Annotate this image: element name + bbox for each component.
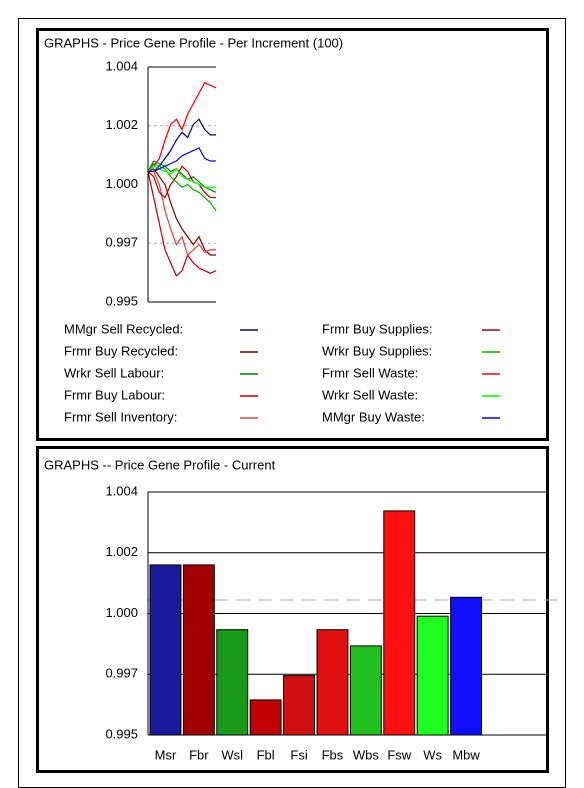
x-tick-label: Fsw: [387, 747, 411, 762]
x-tick-label: Wbs: [353, 747, 380, 762]
series-line: [147, 165, 216, 199]
legend-label: MMgr Sell Recycled:: [64, 321, 183, 336]
x-tick-label: Fbs: [322, 747, 344, 762]
y-tick-label: 0.995: [105, 726, 138, 741]
bar: [283, 675, 316, 736]
bar: [450, 596, 483, 736]
series-line: [147, 171, 217, 277]
legend-label: Frmr Sell Inventory:: [64, 409, 177, 424]
y-tick-label: 0.997: [105, 235, 138, 250]
panel: [36, 28, 549, 441]
series-line: [148, 147, 216, 173]
legend-label: Frmr Sell Waste:: [322, 365, 418, 380]
x-tick-label: Fbr: [189, 747, 209, 762]
legend-label: Frmr Buy Labour:: [64, 387, 165, 402]
x-tick-label: Ws: [423, 747, 442, 762]
bar: [316, 629, 349, 736]
x-tick-label: Mbw: [452, 747, 480, 762]
bar: [383, 510, 416, 736]
y-tick-label: 1.004: [105, 483, 138, 498]
legend-label: Frmr Buy Recycled:: [64, 343, 178, 358]
x-tick-label: Msr: [155, 747, 177, 762]
bar: [216, 629, 249, 736]
bar: [249, 699, 282, 736]
series-line: [147, 168, 216, 256]
bar: [149, 564, 182, 736]
y-tick-label: 1.004: [105, 58, 138, 73]
series-line: [147, 81, 217, 172]
y-tick-label: 0.997: [105, 666, 138, 681]
chart-title: GRAPHS - Price Gene Profile - Per Increm…: [44, 35, 343, 50]
legend-label: Wrkr Sell Waste:: [322, 387, 418, 402]
y-tick-label: 1.000: [105, 605, 138, 620]
y-tick-label: 1.000: [105, 176, 138, 191]
legend-label: MMgr Buy Waste:: [322, 409, 425, 424]
x-tick-label: Fsi: [290, 747, 307, 762]
bar: [182, 564, 215, 736]
legend-label: Wrkr Sell Labour:: [64, 365, 164, 380]
y-tick-label: 1.002: [105, 544, 138, 559]
legend-label: Wrkr Buy Supplies:: [322, 343, 432, 358]
x-tick-label: Wsl: [221, 747, 243, 762]
series-line: [147, 162, 217, 211]
series-line: [148, 170, 216, 257]
bar: [349, 645, 382, 736]
x-tick-label: Fbl: [257, 747, 275, 762]
legend-label: Frmr Buy Supplies:: [322, 321, 433, 336]
y-tick-label: 1.002: [105, 117, 138, 132]
y-tick-label: 0.995: [105, 293, 138, 308]
chart-title: GRAPHS -- Price Gene Profile - Current: [44, 457, 276, 472]
bar: [416, 615, 449, 736]
